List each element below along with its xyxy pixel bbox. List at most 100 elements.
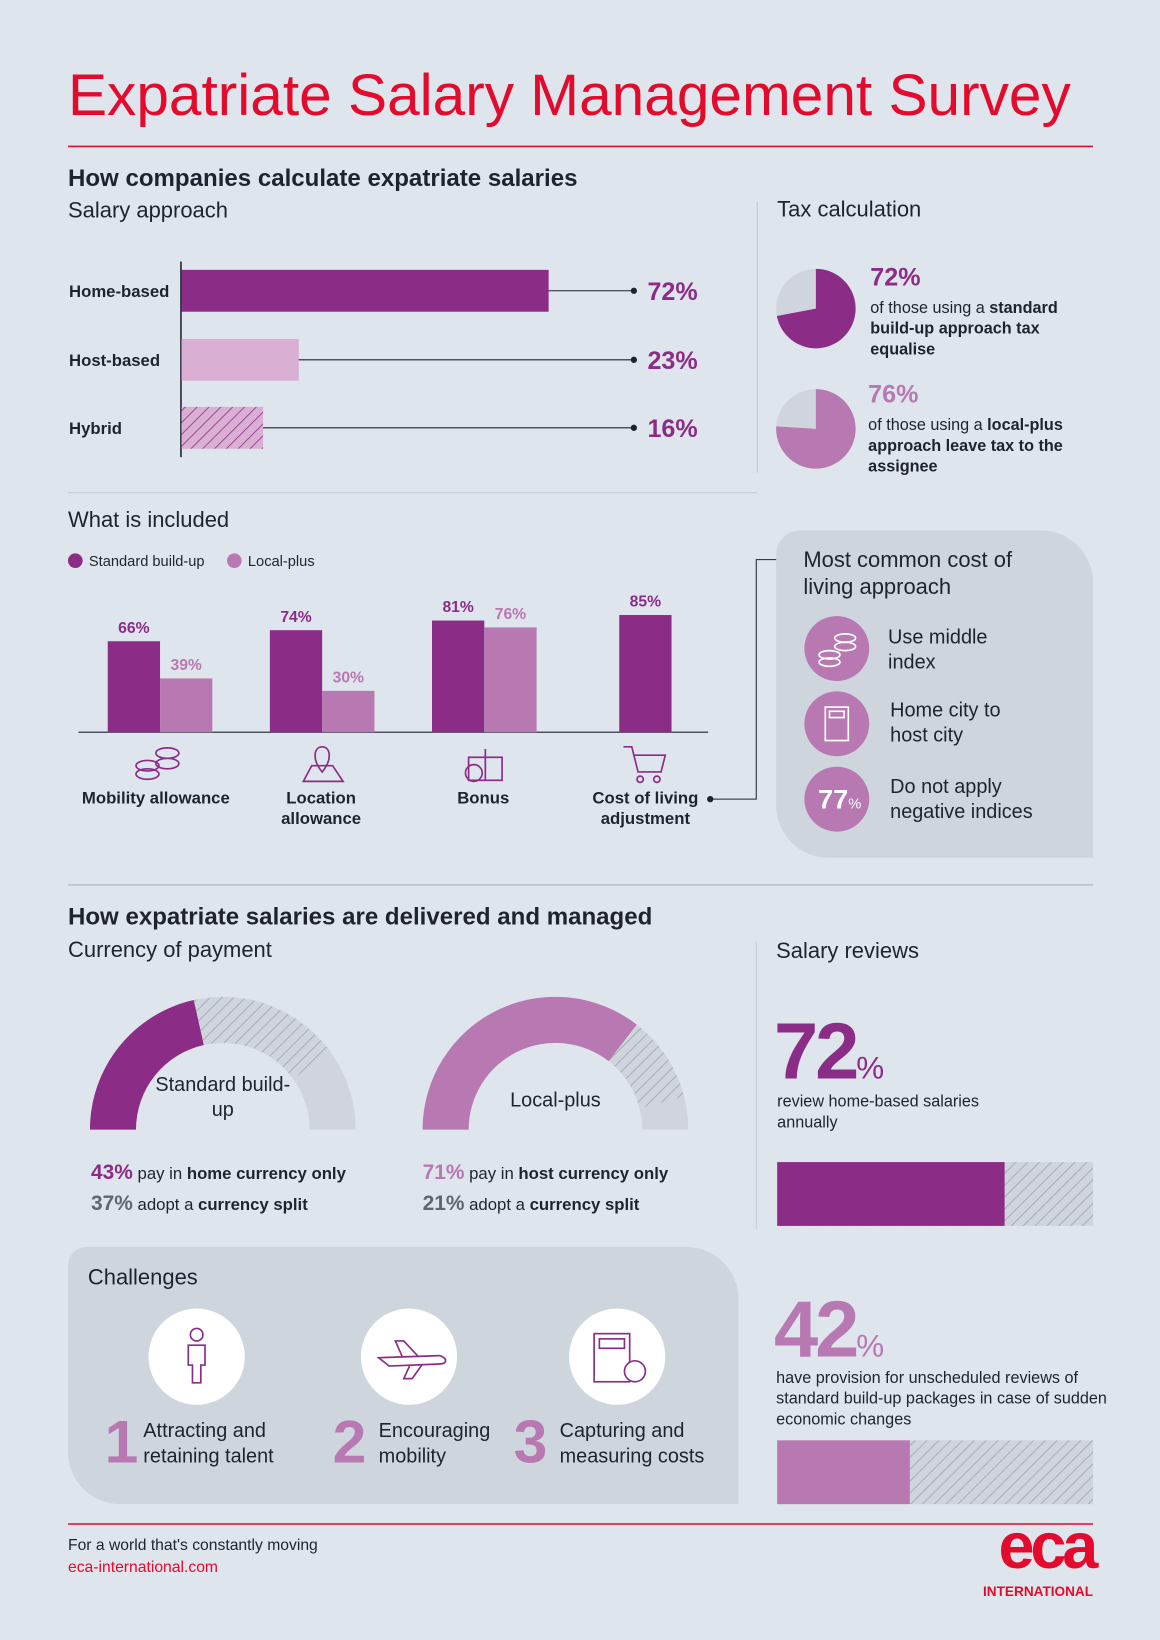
approach-icons — [804, 616, 870, 832]
bar — [619, 615, 672, 733]
category-label: Mobility allowance — [81, 789, 230, 808]
legend-dot — [226, 553, 242, 568]
unit: % — [856, 1329, 885, 1364]
value-label: 81% — [442, 599, 473, 616]
emphasis: local-plus approach leave tax to the ass… — [868, 416, 1063, 476]
tax-value: 76% — [868, 380, 919, 409]
subheading: Tax calculation — [777, 197, 922, 222]
pie-slice — [776, 268, 856, 349]
value-label: 74% — [280, 609, 311, 626]
challenge-label: Attracting and retaining talent — [143, 1420, 274, 1468]
value: 71% — [422, 1161, 465, 1185]
category-label: Bonus — [457, 789, 510, 808]
value-label: 76% — [495, 606, 526, 623]
subheading: Salary approach — [67, 198, 228, 223]
value: 42 — [774, 1285, 859, 1375]
legend-label: Standard build-up — [88, 552, 205, 570]
approach-label: Do not apply negative indices — [890, 776, 1033, 824]
logo-sub: INTERNATIONAL — [983, 1583, 1094, 1600]
value-label: 16% — [647, 415, 697, 443]
unit: % — [856, 1051, 885, 1086]
heading: How expatriate salaries are delivered an… — [67, 902, 653, 930]
subheading: Currency of payment — [67, 938, 272, 963]
review-text: review home-based salaries annually — [777, 1093, 980, 1132]
value-label: 23% — [647, 347, 697, 375]
value: 37% — [91, 1192, 133, 1216]
category-label: Cost of living adjustment — [592, 789, 699, 829]
text: adopt a — [469, 1196, 530, 1215]
currency-text: 37% adopt a currency split — [91, 1192, 308, 1216]
bar — [777, 1440, 910, 1505]
bar — [107, 641, 161, 733]
emphasis: standard build-up approach tax equalise — [870, 299, 1058, 359]
gauge-segment — [608, 1024, 685, 1109]
tax-text: of those using a standard build-up appro… — [870, 298, 1079, 361]
badge: 77% — [818, 783, 861, 815]
badge-unit: % — [848, 794, 862, 812]
gauge-segment — [89, 1000, 204, 1130]
icons — [135, 746, 667, 784]
subheading: Salary reviews — [776, 939, 919, 964]
tax-value: 72% — [870, 263, 921, 292]
challenge-number: 1 — [104, 1407, 139, 1476]
value-label: 72% — [647, 278, 697, 306]
approach-label: Use middle index — [888, 626, 988, 674]
legend-dot — [67, 553, 83, 568]
category-label: Hybrid — [69, 419, 122, 438]
challenge-icons — [148, 1308, 666, 1405]
bar — [269, 630, 323, 733]
subheading: What is included — [67, 508, 230, 533]
text: of those using a — [870, 299, 990, 317]
tax-text: of those using a local-plus approach lea… — [868, 415, 1077, 478]
bar — [181, 338, 299, 381]
currency-text: 21% adopt a currency split — [423, 1192, 640, 1216]
challenge-number: 3 — [513, 1407, 548, 1476]
bar — [160, 678, 213, 733]
leader-dot — [630, 424, 638, 431]
emphasis: currency split — [198, 1196, 308, 1215]
heading: How companies calculate expatriate salar… — [67, 164, 578, 192]
emphasis: host currency only — [518, 1165, 669, 1184]
category-label: Location allowance — [281, 789, 362, 829]
gauge-segment — [422, 996, 637, 1130]
review-stat: 72% — [774, 1006, 884, 1097]
text: adopt a — [137, 1196, 199, 1215]
leader-dot — [630, 287, 638, 294]
emphasis: home currency only — [186, 1165, 346, 1184]
emphasis: currency split — [529, 1196, 640, 1215]
title: Expatriate Salary Management Survey — [67, 61, 1071, 128]
text: pay in — [469, 1165, 519, 1184]
value: 21% — [422, 1192, 465, 1216]
value-label: 66% — [118, 620, 149, 637]
review-text: have provision for unscheduled reviews o… — [776, 1369, 1107, 1429]
text: of those using a — [868, 416, 988, 435]
text: pay in — [137, 1165, 187, 1184]
pie-slice — [776, 389, 856, 469]
bar — [484, 627, 537, 733]
connector-dot — [707, 796, 714, 803]
gauge-label: Standard build-up — [155, 1074, 291, 1122]
connector — [710, 559, 777, 800]
bar — [322, 690, 375, 733]
logo: eca — [998, 1510, 1098, 1583]
value-label: 85% — [630, 594, 661, 611]
bar — [431, 620, 485, 733]
bar — [181, 406, 264, 449]
currency-text: 71% pay in host currency only — [423, 1161, 669, 1185]
leader-dot — [630, 356, 638, 363]
value: 43% — [91, 1161, 133, 1185]
legend-label: Local-plus — [247, 552, 315, 570]
panel-title: Challenges — [87, 1265, 198, 1290]
challenge-number: 2 — [332, 1407, 367, 1476]
url: eca-international.com — [67, 1558, 219, 1577]
review-stat: 42% — [774, 1284, 884, 1375]
value-label: 39% — [170, 657, 201, 674]
bar — [181, 269, 549, 312]
badge-value: 77 — [817, 783, 849, 815]
category-label: Host-based — [69, 351, 160, 370]
category-label: Home-based — [69, 282, 169, 301]
gauge-label: Local-plus — [510, 1089, 601, 1112]
value: 72 — [774, 1007, 859, 1097]
